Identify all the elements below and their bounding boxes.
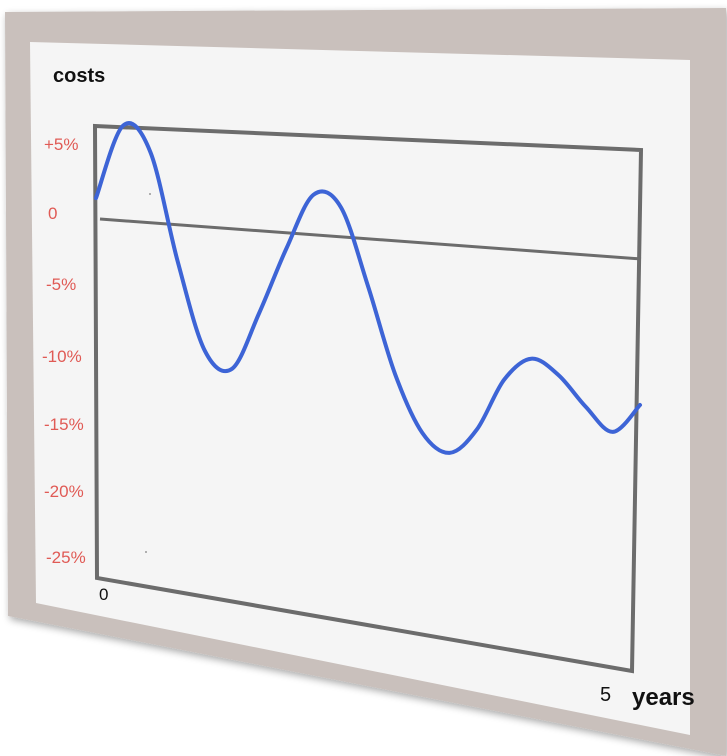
y-tick-label: -15%	[44, 415, 84, 434]
chart-panel	[30, 42, 690, 735]
y-tick-label: +5%	[44, 135, 79, 154]
x-tick-label-0: 0	[99, 585, 108, 604]
y-tick-label: 0	[48, 204, 57, 223]
y-axis-title: costs	[53, 65, 105, 87]
speck	[149, 193, 151, 195]
plot-box	[92, 123, 644, 674]
x-tick-label-5: 5	[600, 684, 611, 706]
y-tick-labels: +5% 0 -5% -10% -15% -20% -25%	[42, 135, 86, 567]
y-tick-label: -25%	[46, 548, 86, 567]
y-tick-label: -10%	[42, 347, 82, 366]
series-line	[94, 121, 642, 455]
y-tick-label: -5%	[46, 275, 76, 294]
x-axis-title: years	[632, 684, 695, 711]
speck	[145, 551, 147, 553]
zero-line	[99, 217, 642, 261]
y-tick-label: -20%	[44, 482, 84, 501]
